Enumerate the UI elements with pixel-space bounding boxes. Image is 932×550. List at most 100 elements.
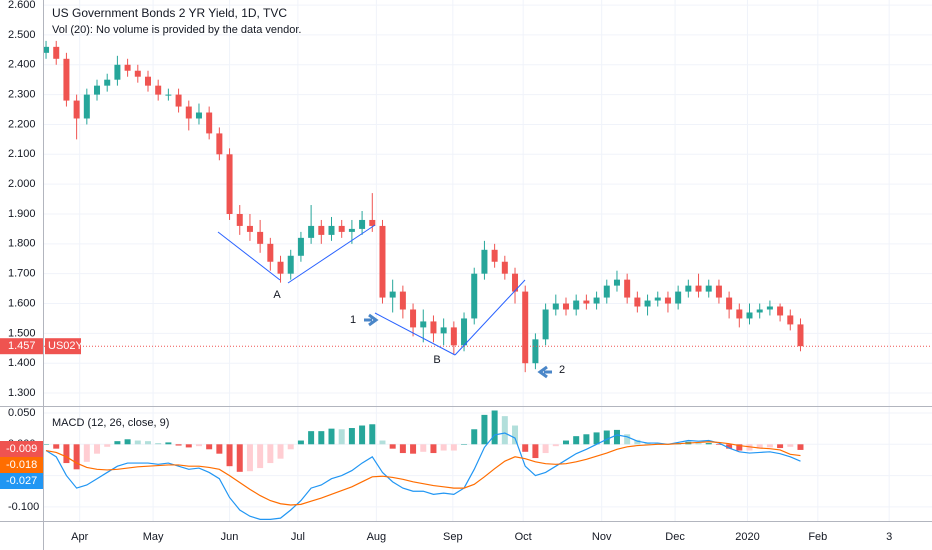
histogram-bar (695, 443, 702, 445)
y-tick-label: 2.100 (8, 148, 36, 160)
histogram-bar (43, 444, 50, 445)
x-tick-label: Oct (515, 531, 532, 543)
x-tick-label: 2020 (735, 531, 759, 543)
histogram-bar (53, 444, 60, 449)
candle-body (389, 291, 396, 298)
candle-body (73, 100, 80, 119)
candle-body (461, 318, 468, 346)
x-tick-label: Jun (221, 531, 239, 543)
candle-body (552, 303, 559, 310)
candle-body (777, 306, 784, 316)
histogram-bar (114, 441, 121, 445)
x-tick-label: Feb (808, 531, 827, 543)
candle-body (420, 321, 427, 328)
histogram-bar (797, 444, 804, 450)
histogram-bar (501, 416, 508, 445)
candle-body (379, 225, 386, 298)
y-tick-label: 2.000 (8, 178, 36, 190)
annotation: A (273, 289, 281, 301)
histogram-bar (430, 444, 437, 454)
histogram-bar (624, 434, 631, 445)
candle-body (542, 309, 549, 340)
histogram-bar (593, 432, 600, 445)
candle-body (144, 76, 151, 86)
candle-body (593, 297, 600, 304)
candle-body (124, 64, 131, 71)
histogram-bar (63, 444, 70, 464)
candle-body (287, 255, 294, 274)
histogram-bar (73, 444, 80, 470)
candle-body (430, 321, 437, 334)
candle-body (603, 285, 610, 298)
candle-body (634, 297, 641, 307)
histogram-bar (573, 436, 580, 445)
candle-body (787, 315, 794, 325)
annotation: B (433, 354, 440, 366)
candle-body (369, 219, 376, 226)
histogram-bar (134, 440, 141, 445)
candle-body (185, 106, 192, 119)
candle-body (624, 279, 631, 298)
histogram-bar (481, 414, 488, 445)
y-tick-label: 2.200 (8, 118, 36, 130)
candle-body (348, 228, 355, 232)
histogram-bar (522, 444, 529, 452)
value-badge (0, 441, 43, 457)
candle-body (165, 94, 172, 96)
chart-title: US Government Bonds 2 YR Yield, 1D, TVC (52, 6, 287, 20)
chart-subtitle: Vol (20): No volume is provided by the d… (52, 24, 301, 36)
candle-body (410, 309, 417, 328)
histogram-bar (450, 444, 457, 451)
candle-body (195, 112, 202, 119)
candle-body (726, 297, 733, 310)
candle-body (63, 58, 70, 101)
y-tick-label: 1.800 (8, 238, 36, 250)
candle-body (766, 306, 773, 310)
histogram-bar (369, 424, 376, 445)
candle-body (399, 291, 406, 310)
x-tick-label: Nov (592, 531, 612, 543)
histogram-bar (185, 444, 192, 448)
candle-body (481, 249, 488, 274)
candle-body (583, 300, 590, 304)
candle-body (501, 261, 508, 274)
y-tick-label: 1.300 (8, 387, 36, 399)
histogram-bar (216, 444, 223, 454)
histogram-bar (297, 440, 304, 445)
trend-line (454, 279, 526, 356)
x-tick-label: Jul (291, 531, 305, 543)
y-tick-label: 1.600 (8, 297, 36, 309)
histogram-bar (562, 440, 569, 445)
histogram-bar (83, 444, 90, 462)
candle-body (522, 291, 529, 364)
histogram-bar (787, 444, 794, 447)
symbol-badge (45, 338, 81, 355)
candle-body (532, 339, 539, 364)
histogram-bar (726, 444, 733, 449)
histogram-bar (552, 444, 559, 447)
histogram-bar (440, 444, 447, 451)
value-badge-label: -0.018 (6, 459, 37, 471)
candle-body (226, 154, 233, 214)
histogram-bar (583, 434, 590, 445)
histogram-bar (226, 444, 233, 467)
x-tick-label: Dec (665, 531, 685, 543)
macd-line (45, 441, 801, 506)
candle-body (359, 219, 366, 229)
candle-body (450, 327, 457, 346)
x-tick-label: Aug (367, 531, 387, 543)
value-badge-label: -0.009 (6, 443, 37, 455)
price-badge (0, 338, 43, 355)
candle-body (277, 261, 284, 274)
value-badge (0, 473, 43, 489)
histogram-bar (104, 444, 111, 447)
histogram-bar (705, 443, 712, 445)
trend-line (374, 312, 456, 356)
candle-body (613, 279, 620, 286)
histogram-bar (338, 429, 345, 445)
candle-body (644, 300, 651, 307)
candle-body (685, 285, 692, 292)
histogram-bar (389, 444, 396, 449)
